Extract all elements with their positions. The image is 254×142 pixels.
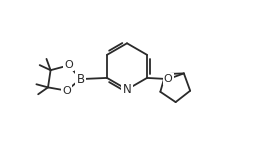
Text: N: N [123,83,131,96]
Text: B: B [76,73,85,86]
Text: O: O [164,74,173,84]
Text: O: O [62,86,71,96]
Text: O: O [65,60,73,70]
